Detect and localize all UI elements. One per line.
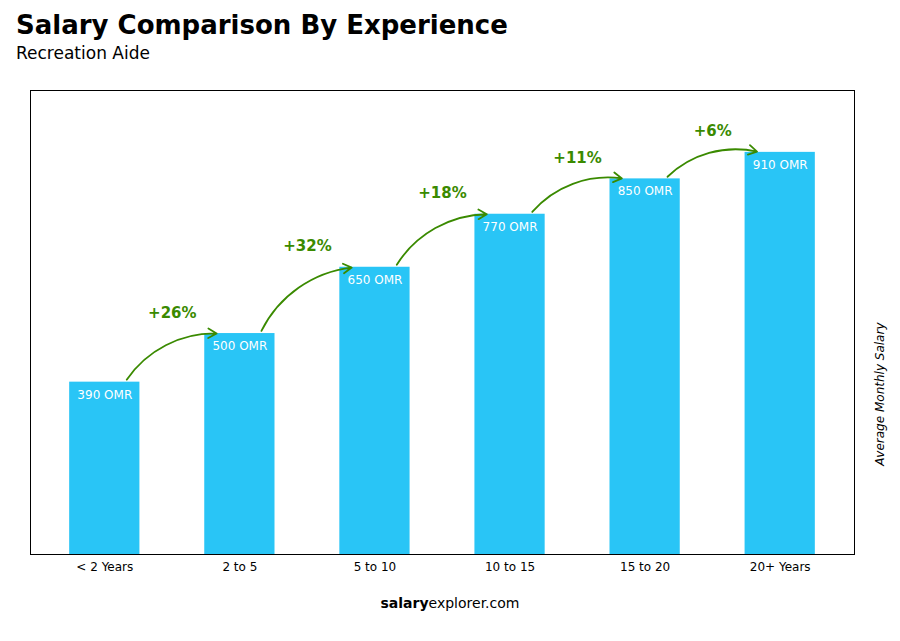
svg-text:850 OMR: 850 OMR <box>618 184 673 198</box>
svg-text:Average Monthly Salary: Average Monthly Salary <box>873 321 887 466</box>
svg-text:+6%: +6% <box>694 122 732 140</box>
svg-text:< 2 Years: < 2 Years <box>76 560 133 574</box>
svg-text:650 OMR: 650 OMR <box>348 272 403 286</box>
html-text:Recreation Aide: Recreation Aide <box>16 43 150 64</box>
svg-text:5 to 10: 5 to 10 <box>354 560 397 574</box>
svg-text:770 OMR: 770 OMR <box>483 219 538 233</box>
svg-text:910 OMR: 910 OMR <box>753 157 808 171</box>
svg-text:+11%: +11% <box>553 148 601 166</box>
svg-text:+18%: +18% <box>418 184 466 202</box>
html-text:Salary Comparison By Experienc: Salary Comparison By Experience <box>16 10 508 40</box>
svg-text:+32%: +32% <box>283 237 331 255</box>
svg-text:+26%: +26% <box>148 303 196 321</box>
svg-text:390 OMR: 390 OMR <box>77 387 132 401</box>
svg-text:20+ Years: 20+ Years <box>750 560 811 574</box>
svg-text:10 to 15: 10 to 15 <box>485 560 535 574</box>
svg-text:500 OMR: 500 OMR <box>212 339 267 353</box>
html-text:salary explorer.com: salary explorer.com <box>380 594 520 611</box>
svg-text:15 to 20: 15 to 20 <box>620 560 670 574</box>
svg-text:2 to 5: 2 to 5 <box>222 560 257 574</box>
